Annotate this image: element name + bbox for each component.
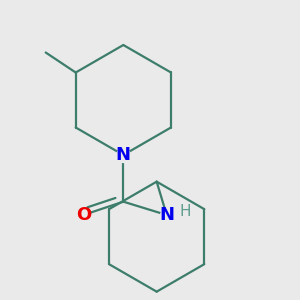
Text: O: O <box>76 206 91 224</box>
Text: H: H <box>179 204 191 219</box>
Text: N: N <box>159 206 174 224</box>
Text: N: N <box>116 146 131 164</box>
